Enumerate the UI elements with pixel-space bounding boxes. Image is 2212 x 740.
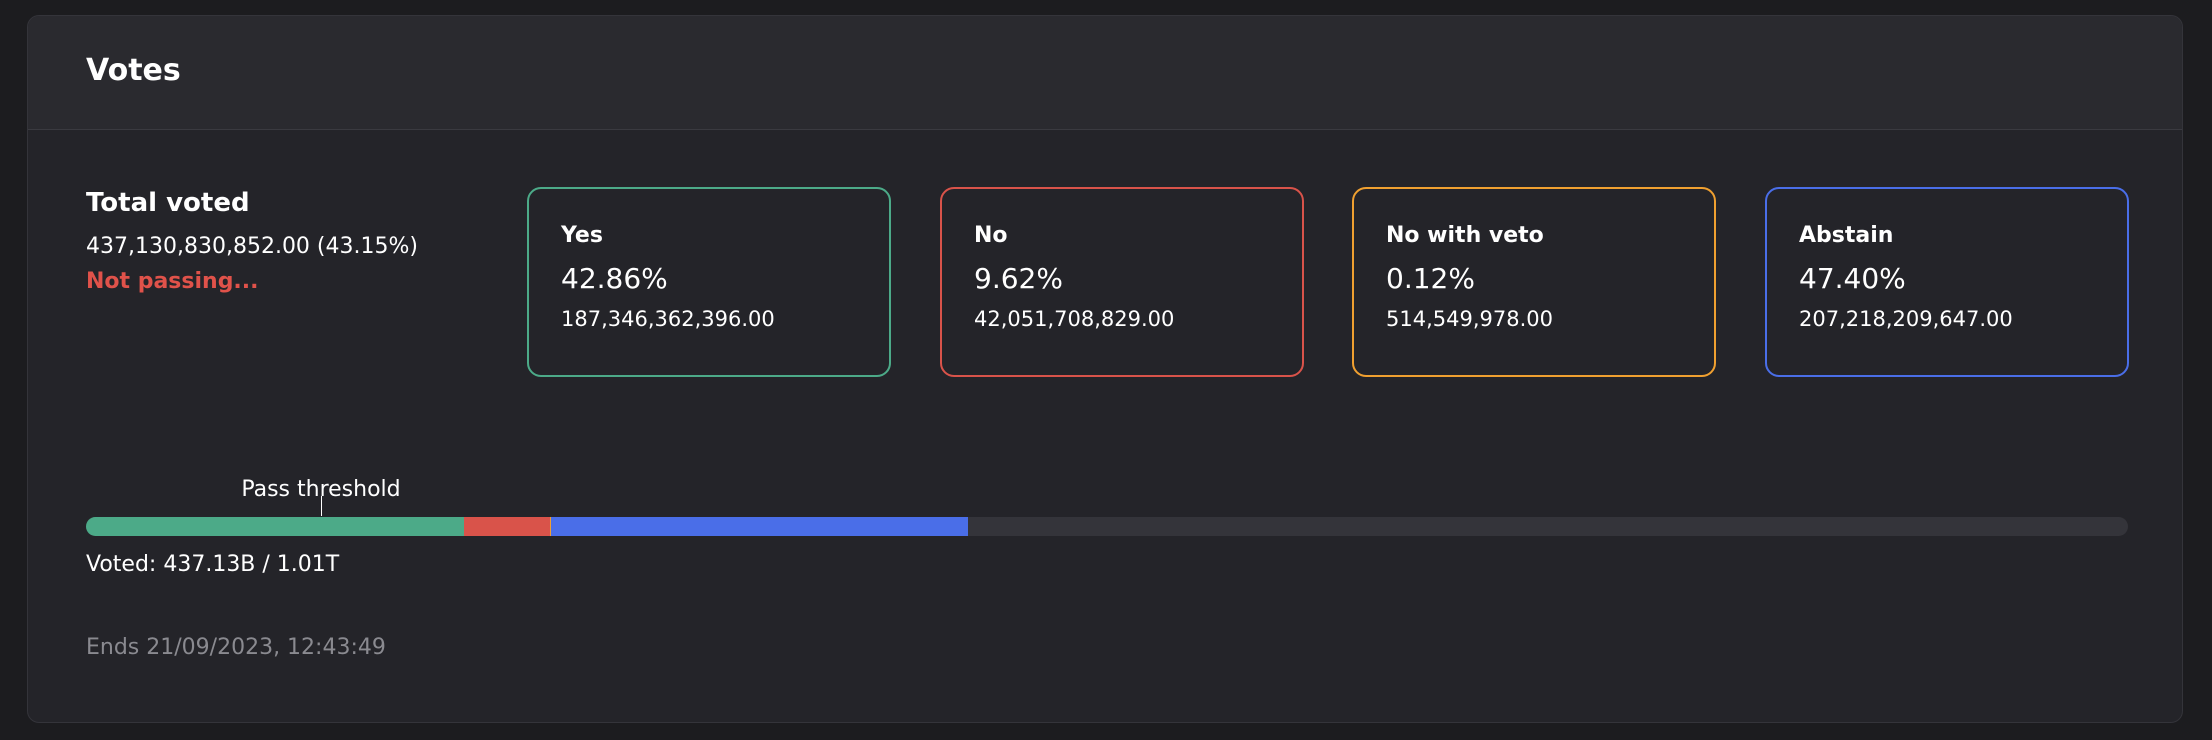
vote-option-percent: 0.12% — [1386, 262, 1475, 295]
vote-option-amount: 42,051,708,829.00 — [974, 307, 1175, 331]
vote-option-amount: 187,346,362,396.00 — [561, 307, 775, 331]
progress-segment-no — [463, 517, 550, 536]
vote-option-amount: 514,549,978.00 — [1386, 307, 1553, 331]
total-voted-value: 437,130,830,852.00 (43.15%) — [86, 234, 418, 259]
progress-segment-abstain — [550, 517, 969, 536]
votes-panel: Votes Total voted 437,130,830,852.00 (43… — [27, 15, 2183, 723]
total-voted-summary: Total voted 437,130,830,852.00 (43.15%) … — [86, 188, 418, 294]
vote-option-percent: 42.86% — [561, 262, 668, 295]
voted-amount: Voted: 437.13B / 1.01T — [86, 552, 340, 577]
vote-option-percent: 9.62% — [974, 262, 1063, 295]
vote-progress-bar — [86, 517, 2128, 536]
vote-option-label: Yes — [561, 223, 603, 248]
progress-segment-yes — [86, 517, 464, 536]
progress-segment-no-with-veto — [549, 517, 551, 536]
vote-option-percent: 47.40% — [1799, 262, 1906, 295]
voting-end-time: Ends 21/09/2023, 12:43:49 — [86, 635, 386, 660]
panel-title: Votes — [86, 53, 181, 88]
vote-option-label: No — [974, 223, 1008, 248]
vote-option-abstain: Abstain 47.40% 207,218,209,647.00 — [1765, 187, 2129, 377]
vote-option-no: No 9.62% 42,051,708,829.00 — [940, 187, 1304, 377]
vote-option-no-with-veto: No with veto 0.12% 514,549,978.00 — [1352, 187, 1716, 377]
panel-header: Votes — [28, 16, 2182, 130]
pass-threshold-marker — [320, 496, 322, 516]
total-voted-label: Total voted — [86, 188, 250, 218]
vote-option-label: No with veto — [1386, 223, 1544, 248]
vote-option-yes: Yes 42.86% 187,346,362,396.00 — [527, 187, 891, 377]
passing-status: Not passing... — [86, 269, 259, 294]
vote-option-amount: 207,218,209,647.00 — [1799, 307, 2013, 331]
vote-option-label: Abstain — [1799, 223, 1894, 248]
